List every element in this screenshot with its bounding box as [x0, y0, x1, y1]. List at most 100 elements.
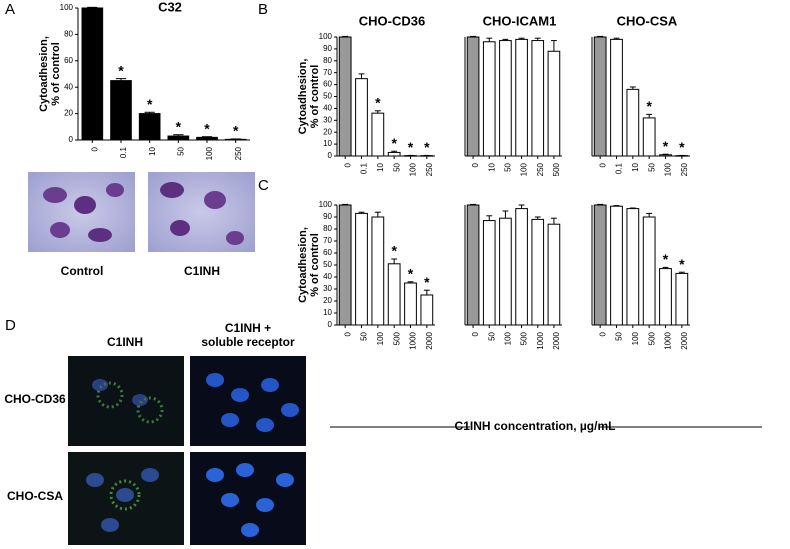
x-tick-label: 50: [647, 162, 656, 171]
x-tick-label: 1000: [536, 331, 545, 349]
significance-marker: *: [204, 120, 210, 136]
y-tick-label: 80: [64, 30, 73, 39]
x-tick-label: 2000: [552, 331, 561, 349]
x-tick-label: 100: [376, 331, 385, 345]
bar: [659, 268, 672, 326]
y-tick-label: 80: [323, 56, 332, 65]
bar: [593, 204, 607, 326]
bar: [371, 216, 385, 326]
x-tick-label: 0.1: [615, 162, 624, 174]
x-tick-label: 100: [631, 331, 640, 345]
bar: [224, 138, 247, 141]
chart-title: CHO-ICAM1: [483, 13, 557, 28]
x-tick-label: 50: [615, 331, 624, 340]
bar: [110, 80, 132, 141]
bar: [531, 40, 545, 157]
bar: [167, 135, 190, 141]
y-axis-label: Cytoadhesion,: [297, 227, 309, 303]
y-tick-label: 10: [323, 308, 332, 317]
column-label: C1INH +: [225, 321, 271, 335]
bar: [404, 155, 417, 157]
bar: [499, 217, 512, 326]
x-tick-label: 100: [664, 162, 673, 176]
bar: [466, 36, 480, 157]
x-tick-label: 500: [647, 331, 656, 345]
bar: [642, 117, 656, 157]
x-tick-label: 0.1: [119, 146, 128, 158]
x-tick-label: 10: [148, 146, 157, 155]
x-tick-label: 500: [392, 331, 401, 345]
bar: [355, 78, 368, 157]
y-tick-label: 100: [319, 200, 333, 209]
y-tick-label: 20: [323, 296, 332, 305]
bar: [355, 212, 368, 326]
bar: [626, 88, 640, 157]
significance-marker: *: [375, 94, 381, 110]
chart-title: C32: [158, 0, 182, 14]
y-tick-label: 60: [323, 248, 332, 257]
photo-c1inh: [148, 172, 255, 252]
y-tick-label: 70: [323, 68, 332, 77]
bar: [593, 36, 607, 157]
y-tick-label: 90: [323, 44, 332, 53]
y-tick-label: 70: [323, 236, 332, 245]
x-tick-label: 0: [343, 162, 352, 167]
bar: [675, 272, 689, 326]
bar: [387, 263, 401, 326]
x-tick-label: 50: [392, 162, 401, 171]
y-tick-label: 60: [64, 56, 73, 65]
y-tick-label: 50: [323, 260, 332, 269]
y-tick-label: 30: [323, 115, 332, 124]
x-tick-label: 100: [504, 331, 513, 345]
x-tick-label: 2000: [425, 331, 434, 349]
significance-marker: *: [424, 139, 430, 155]
bar: [515, 208, 528, 326]
x-tick-label: 0: [471, 331, 480, 336]
significance-marker: *: [646, 98, 652, 114]
bar: [547, 50, 561, 157]
bar: [371, 112, 385, 157]
panel-label: C: [258, 177, 269, 194]
significance-marker: *: [391, 243, 397, 259]
x-tick-label: 500: [520, 331, 529, 345]
photo-label: Control: [61, 264, 104, 278]
y-tick-label: 20: [323, 127, 332, 136]
significance-marker: *: [391, 135, 397, 151]
significance-marker: *: [233, 123, 239, 139]
x-tick-label: 50: [487, 331, 496, 340]
y-tick-label: 50: [323, 92, 332, 101]
significance-marker: *: [408, 266, 414, 282]
bar: [531, 218, 545, 326]
panel-label: B: [258, 1, 268, 18]
x-tick-label: 10: [631, 162, 640, 171]
x-tick-label: 1000: [409, 331, 418, 349]
significance-marker: *: [408, 139, 414, 155]
x-tick-label: 250: [425, 162, 434, 176]
x-tick-label: 100: [520, 162, 529, 176]
y-tick-label: 100: [319, 32, 333, 41]
y-tick-label: 90: [323, 212, 332, 221]
y-tick-label: 100: [60, 3, 74, 12]
x-tick-label: 250: [680, 162, 689, 176]
bar: [482, 220, 496, 326]
x-tick-label: 0.1: [360, 162, 369, 174]
bar: [626, 208, 640, 326]
x-tick-label: 2000: [680, 331, 689, 349]
bar: [338, 204, 352, 326]
x-tick-label: 50: [360, 331, 369, 340]
x-tick-label: 50: [176, 146, 185, 155]
significance-marker: *: [118, 62, 124, 78]
bar: [675, 155, 689, 157]
bar: [642, 216, 656, 326]
y-tick-label: 20: [64, 109, 73, 118]
bar: [138, 113, 161, 141]
column-label: soluble receptor: [201, 335, 295, 349]
y-tick-label: 40: [323, 104, 332, 113]
y-axis-label: % of control: [50, 42, 62, 106]
bar: [610, 38, 623, 157]
y-tick-label: 0: [328, 151, 333, 160]
x-tick-label: 0: [598, 331, 607, 336]
panel-label: D: [5, 317, 16, 334]
y-axis-label: % of control: [309, 65, 321, 129]
